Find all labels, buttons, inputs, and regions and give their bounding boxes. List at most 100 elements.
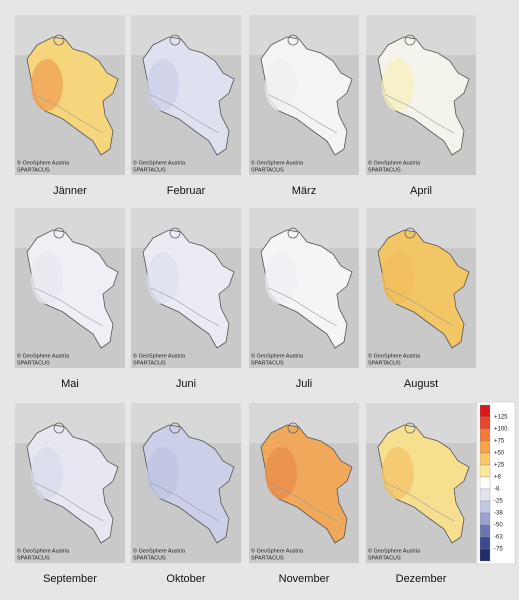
copyright: © GeoSphere Austria: [368, 159, 421, 166]
source: SPARTACUS: [368, 555, 401, 561]
copyright: © GeoSphere Austria: [17, 352, 70, 359]
legend-label: +25: [494, 463, 505, 469]
month-label: Juni: [176, 378, 196, 390]
legend-swatch: [479, 536, 491, 550]
source: SPARTACUS: [251, 167, 284, 173]
copyright: © GeoSphere Austria: [368, 352, 421, 359]
source: SPARTACUS: [251, 360, 284, 366]
legend-swatch: [479, 440, 491, 454]
legend-swatch: [479, 428, 491, 442]
lake-marker: [404, 34, 416, 46]
region-accent: [147, 447, 179, 499]
source: SPARTACUS: [133, 360, 166, 366]
lake-marker: [287, 422, 299, 434]
source: SPARTACUS: [17, 555, 50, 561]
source: SPARTACUS: [368, 167, 401, 173]
legend-label: -25: [494, 499, 503, 505]
legend-label: +75: [494, 439, 505, 445]
legend-swatch: [479, 416, 491, 430]
lake-marker: [169, 422, 181, 434]
copyright: © GeoSphere Austria: [368, 547, 421, 554]
river: [268, 287, 338, 327]
source: SPARTACUS: [17, 360, 50, 366]
river: [150, 482, 220, 522]
legend-label: -63: [494, 535, 503, 541]
legend-label: -50: [494, 523, 503, 529]
legend-label: +50: [494, 451, 505, 457]
lake-marker: [53, 34, 65, 46]
copyright: © GeoSphere Austria: [251, 547, 304, 554]
region-accent: [382, 252, 414, 304]
legend-swatch: [479, 464, 491, 478]
region-accent: [31, 447, 63, 499]
legend-label: +8: [494, 475, 502, 481]
legend-swatch: [479, 404, 491, 418]
legend-label: -38: [494, 511, 503, 517]
month-label: Dezember: [396, 573, 447, 585]
region-accent: [265, 59, 297, 111]
source: SPARTACUS: [251, 555, 284, 561]
month-label: Mai: [61, 378, 79, 390]
lake-marker: [287, 227, 299, 239]
copyright: © GeoSphere Austria: [251, 352, 304, 359]
river: [150, 94, 220, 134]
source: SPARTACUS: [133, 167, 166, 173]
copyright: © GeoSphere Austria: [251, 159, 304, 166]
region-accent: [382, 447, 414, 499]
month-label: November: [279, 573, 330, 585]
river: [268, 94, 338, 134]
month-label: Oktober: [166, 573, 205, 585]
legend-swatch: [479, 500, 491, 514]
river: [385, 287, 455, 327]
copyright: © GeoSphere Austria: [133, 159, 186, 166]
lake-marker: [169, 227, 181, 239]
legend-swatch: [479, 512, 491, 526]
copyright: © GeoSphere Austria: [17, 159, 70, 166]
month-label: Juli: [296, 378, 313, 390]
month-label: März: [292, 185, 316, 197]
lake-marker: [404, 422, 416, 434]
river: [34, 482, 104, 522]
month-label: April: [410, 185, 432, 197]
copyright: © GeoSphere Austria: [17, 547, 70, 554]
river: [268, 482, 338, 522]
lake-marker: [53, 227, 65, 239]
river: [385, 94, 455, 134]
legend-swatch: [479, 524, 491, 538]
legend-swatch: [479, 452, 491, 466]
source: SPARTACUS: [133, 555, 166, 561]
copyright: © GeoSphere Austria: [133, 352, 186, 359]
river: [34, 94, 104, 134]
region-accent: [382, 59, 414, 111]
region-accent: [265, 252, 297, 304]
legend-label: -75: [494, 547, 503, 553]
copyright: © GeoSphere Austria: [133, 547, 186, 554]
legend-swatch: [479, 476, 491, 490]
region-accent: [31, 59, 63, 111]
lake-marker: [287, 34, 299, 46]
legend-label: -8: [494, 487, 500, 493]
lake-marker: [169, 34, 181, 46]
source: SPARTACUS: [368, 360, 401, 366]
region-accent: [265, 447, 297, 499]
month-label: Februar: [167, 185, 206, 197]
lake-marker: [53, 422, 65, 434]
region-accent: [31, 252, 63, 304]
lake-marker: [404, 227, 416, 239]
legend-swatch: [479, 548, 491, 562]
legend-label: +125: [494, 415, 508, 421]
legend-label: +100: [494, 427, 508, 433]
